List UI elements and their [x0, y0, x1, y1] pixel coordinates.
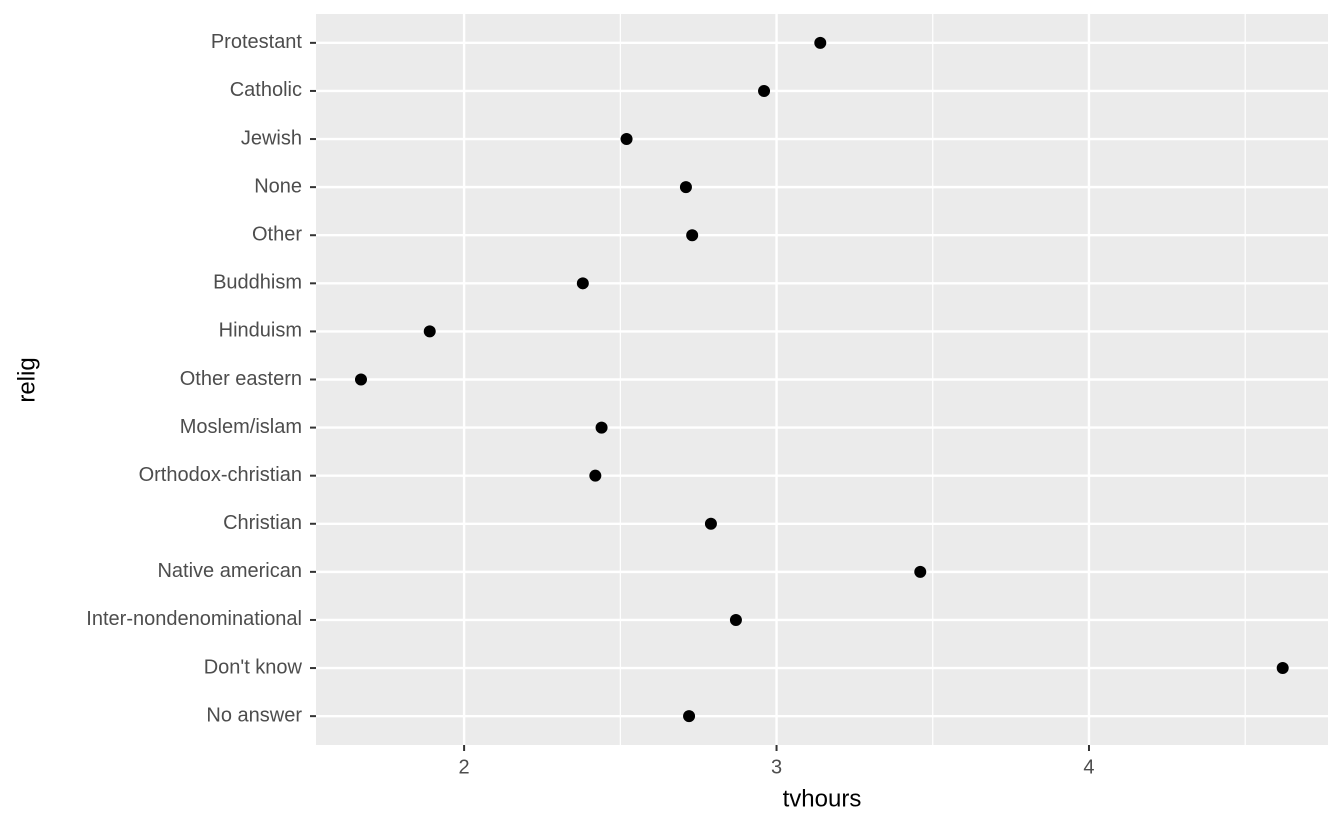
- dot: [814, 36, 827, 49]
- dot: [620, 133, 633, 146]
- y-tick-label: Other eastern: [180, 368, 302, 390]
- y-tick-label: Jewish: [241, 127, 302, 149]
- dot: [354, 373, 367, 386]
- dot: [679, 181, 692, 194]
- x-axis-title: tvhours: [783, 785, 862, 812]
- y-tick-label: Inter-nondenominational: [86, 608, 302, 630]
- y-tick-label: Native american: [157, 560, 302, 582]
- y-tick-label: Other: [252, 224, 302, 246]
- y-tick-label: Hinduism: [219, 320, 302, 342]
- dot: [595, 421, 608, 434]
- dot: [704, 517, 717, 530]
- y-tick-label: Buddhism: [213, 272, 302, 294]
- y-tick-label: Moslem/islam: [180, 416, 302, 438]
- dot: [729, 613, 742, 626]
- x-tick-label: 2: [459, 756, 470, 778]
- y-tick-label: None: [254, 175, 302, 197]
- dot: [1276, 662, 1289, 675]
- dot: [423, 325, 436, 338]
- x-tick-label: 4: [1083, 756, 1094, 778]
- y-tick-label: No answer: [206, 704, 302, 726]
- y-tick-label: Catholic: [230, 79, 302, 101]
- dot: [686, 229, 699, 242]
- dot: [758, 84, 771, 97]
- y-tick-label: Don't know: [204, 656, 303, 678]
- dot: [576, 277, 589, 290]
- y-axis-title: relig: [13, 357, 40, 402]
- y-tick-label: Christian: [223, 512, 302, 534]
- y-tick-label: Orthodox-christian: [139, 464, 302, 486]
- dot: [914, 565, 927, 578]
- dot: [589, 469, 602, 482]
- dot: [683, 710, 696, 723]
- y-tick-label: Protestant: [211, 31, 303, 53]
- x-tick-label: 3: [771, 756, 782, 778]
